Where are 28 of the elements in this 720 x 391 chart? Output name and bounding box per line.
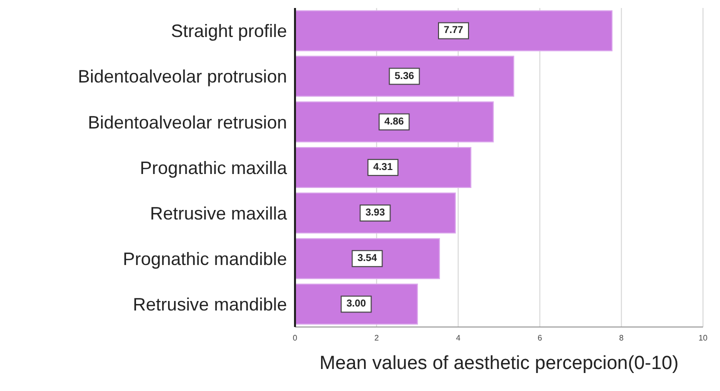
- y-tick-label: Bidentoalveolar protrusion: [78, 66, 287, 87]
- bar: [295, 284, 418, 325]
- x-tick-label: 4: [456, 334, 461, 343]
- y-tick-label: Bidentoalveolar retrusion: [88, 112, 287, 132]
- x-tick-label: 10: [698, 334, 708, 343]
- y-tick-label: Prognathic mandible: [122, 249, 287, 270]
- x-tick-label: 2: [374, 334, 380, 343]
- bar: [295, 146, 472, 188]
- x-tick-label: 0: [292, 334, 298, 343]
- data-label: 3.54: [357, 253, 378, 264]
- data-label: 4.31: [373, 162, 394, 173]
- y-tick-label: Prognathic maxilla: [140, 158, 288, 178]
- data-label: 4.86: [384, 116, 404, 128]
- x-axis-title: Mean values of aesthetic percepcion(0-10): [318, 352, 680, 376]
- x-tick-label: 8: [619, 334, 624, 343]
- data-label: 3.93: [365, 208, 386, 219]
- data-label: 7.77: [444, 25, 464, 36]
- bar: [295, 238, 440, 280]
- bar: [295, 10, 613, 52]
- data-label: 5.36: [394, 70, 415, 82]
- bar: [295, 56, 514, 97]
- bar: [295, 192, 456, 234]
- y-tick-label: Retrusive mandible: [132, 294, 287, 315]
- x-tick-label: 6: [538, 334, 543, 343]
- y-tick-label: Straight profile: [170, 21, 287, 42]
- data-label: 3.00: [346, 298, 366, 310]
- bar: [295, 101, 494, 142]
- y-tick-label: Retrusive maxilla: [150, 203, 288, 224]
